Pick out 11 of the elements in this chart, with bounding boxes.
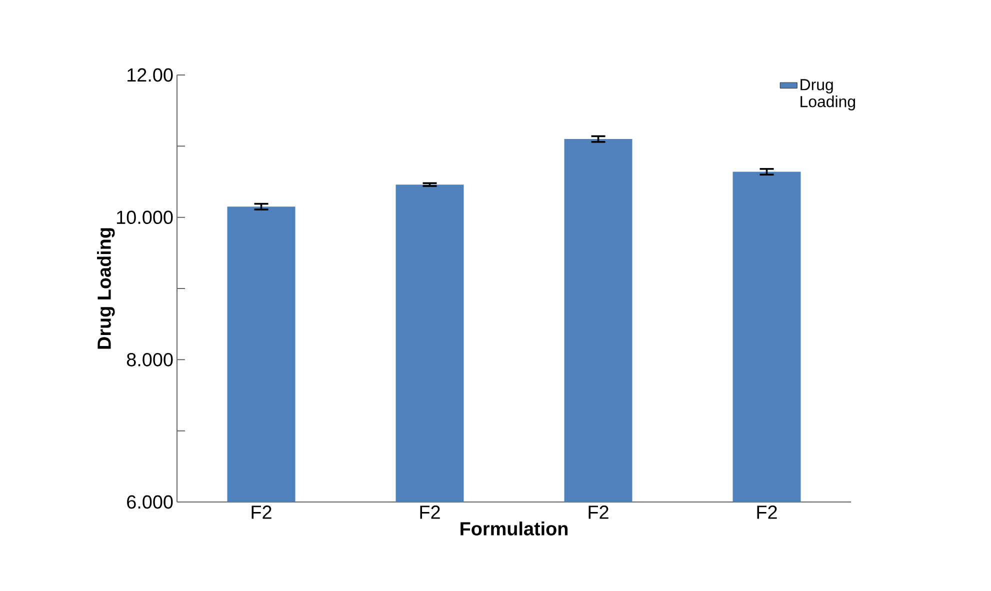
x-tick-label: F2 — [757, 506, 777, 519]
y-tick-label: 6.000 — [127, 495, 173, 509]
y-axis-title: Drug Loading — [97, 228, 115, 349]
y-tick-label: 8.000 — [126, 352, 173, 366]
x-tick-label: F2 — [588, 506, 608, 519]
x-tick-label: F2 — [252, 506, 272, 519]
y-tick-label: 12.00 — [128, 68, 173, 82]
y-tick-label: 10.000 — [117, 210, 173, 224]
x-axis-title: Formulation — [460, 522, 568, 536]
x-tick-label: F2 — [420, 506, 440, 519]
legend-label: Drug Loading — [800, 79, 856, 110]
